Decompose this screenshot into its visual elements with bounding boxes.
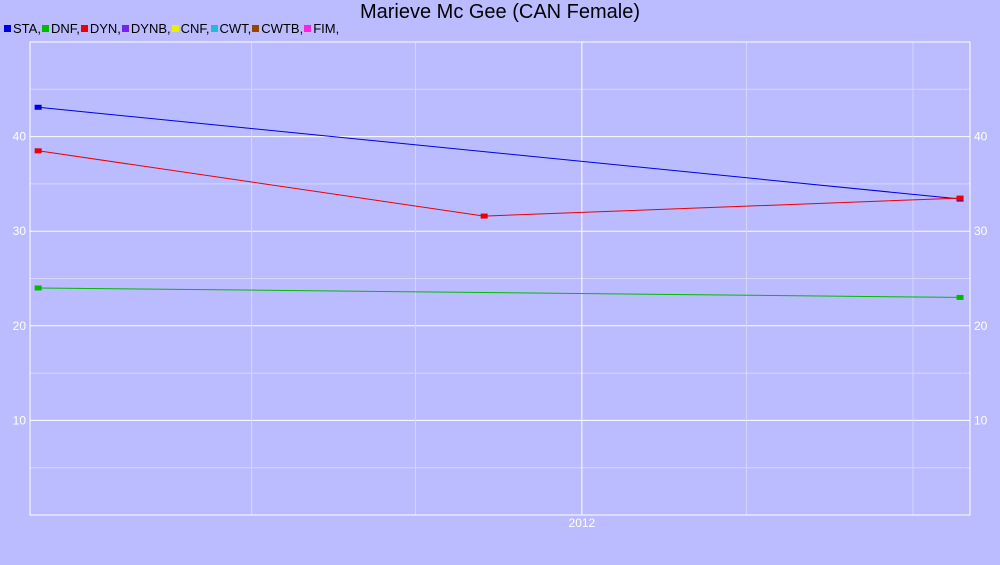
y-tick-label-left: 20 bbox=[13, 319, 27, 333]
data-point-dyn bbox=[481, 214, 488, 219]
y-tick-label-right: 40 bbox=[974, 130, 988, 144]
y-tick-label-left: 30 bbox=[13, 224, 27, 238]
x-tick-label: 2012 bbox=[569, 516, 596, 530]
y-tick-label-left: 40 bbox=[13, 130, 27, 144]
data-point-sta bbox=[35, 105, 42, 110]
series-line-sta bbox=[38, 107, 960, 199]
y-tick-label-right: 10 bbox=[974, 413, 988, 427]
data-point-dnf bbox=[35, 285, 42, 290]
series-line-dnf bbox=[38, 288, 960, 297]
data-point-dyn bbox=[957, 196, 964, 201]
data-point-dyn bbox=[35, 148, 42, 153]
data-point-dnf bbox=[957, 295, 964, 300]
y-tick-label-left: 10 bbox=[13, 413, 27, 427]
y-tick-label-right: 30 bbox=[974, 224, 988, 238]
y-tick-label-right: 20 bbox=[974, 319, 988, 333]
